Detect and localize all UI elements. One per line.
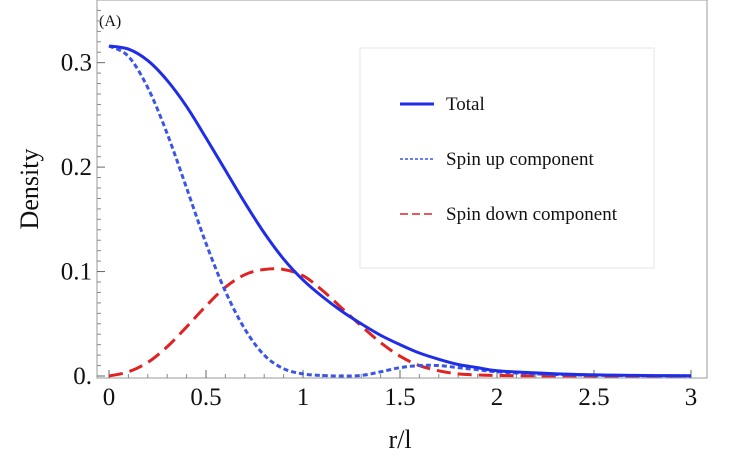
y-tick-label: 0.3: [61, 50, 92, 77]
x-tick-label: 1: [297, 384, 310, 411]
y-tick-label: 0.: [73, 363, 92, 390]
series-line-spin-down-component: [108, 267, 691, 378]
x-axis: 0 0.5 1 1.5 2 2.5 3: [103, 370, 698, 411]
x-axis-title: r/l: [388, 425, 411, 454]
plot-frame: [96, 0, 708, 379]
legend-label: Spin up component: [446, 149, 594, 170]
y-tick-label: 0.2: [61, 154, 92, 181]
series-lines: [108, 44, 692, 378]
y-axis-title: Density: [15, 149, 44, 230]
series-line-total: [108, 44, 692, 378]
legend-label: Total: [446, 94, 485, 115]
x-tick-label: 2: [491, 384, 504, 411]
x-tick-label: 0: [103, 384, 116, 411]
x-tick-label: 1.5: [384, 384, 415, 411]
legend-box: [359, 47, 655, 269]
x-tick-label: 0.5: [190, 384, 221, 411]
y-axis: 0. 0.1 0.2 0.3: [61, 9, 105, 390]
legend-label: Spin down component: [446, 204, 618, 225]
x-tick-label: 2.5: [578, 384, 609, 411]
panel-label: (A): [99, 13, 121, 30]
legend: Total Spin up component Spin down componen…: [400, 94, 618, 225]
x-tick-label: 3: [685, 384, 698, 411]
y-tick-label: 0.1: [61, 259, 92, 286]
